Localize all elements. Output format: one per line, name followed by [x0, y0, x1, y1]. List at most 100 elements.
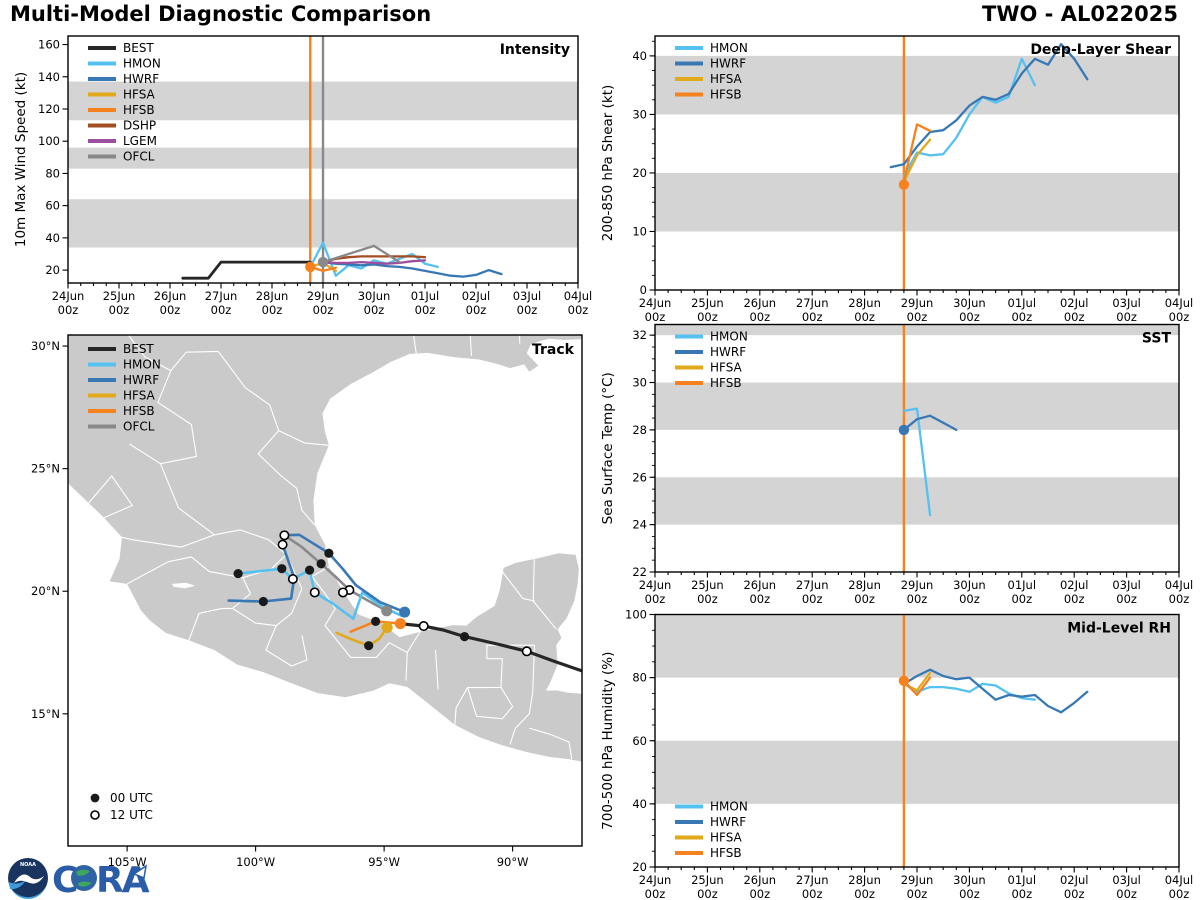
y-tick-label: 10: [632, 224, 647, 238]
y-tick-label: 40: [632, 49, 647, 63]
series-HWRF: [902, 414, 958, 432]
page-title: Multi-Model Diagnostic Comparison: [10, 2, 432, 26]
track-HWRF: [227, 533, 406, 614]
series-HMON: [902, 407, 932, 517]
y-tick-label: 30: [632, 376, 647, 390]
x-tick-label: 28Jun: [848, 873, 881, 887]
x-tick-label: 26Jun: [743, 873, 776, 887]
y-tick-label: 100: [38, 134, 60, 148]
x-tick-label: 03Jul: [1112, 296, 1141, 310]
x-tick-label: 29Jun: [901, 873, 934, 887]
x-tick-label: 25Jun: [103, 289, 136, 303]
legend-label-DSHP: DSHP: [123, 119, 156, 133]
y-tick-label: 30: [632, 107, 647, 121]
admin-border: [509, 692, 534, 745]
x-tick-label: 03Jul: [1112, 578, 1141, 592]
init-marker: [898, 179, 910, 190]
marker-00utc: [364, 641, 374, 651]
utc-legend-label: 12 UTC: [110, 808, 153, 822]
y-axis-label: 200-850 hPa Shear (kt): [600, 85, 616, 242]
legend-label-HFSA: HFSA: [123, 389, 156, 403]
init-marker: [317, 256, 329, 268]
x-tick-sublabel: 00z: [415, 303, 436, 317]
admin-border: [454, 644, 535, 725]
admin-border: [532, 551, 557, 630]
x-tick-label: 02Jul: [462, 289, 491, 303]
y-tick-label: 20: [632, 166, 647, 180]
x-tick-sublabel: 00z: [466, 303, 487, 317]
panel-label: Track: [532, 342, 575, 358]
legend-label-HFSB: HFSB: [710, 376, 742, 390]
legend-label-HFSB: HFSB: [710, 846, 742, 860]
y-tick-label: 20: [45, 263, 60, 277]
panel-label: Intensity: [500, 42, 570, 58]
admin-border: [265, 625, 308, 667]
svg-text:NOAA: NOAA: [20, 862, 36, 868]
x-tick-sublabel: 00z: [697, 887, 718, 900]
x-tick-label: 02Jul: [1060, 578, 1089, 592]
utc-legend-filled-dot: [90, 793, 100, 803]
admin-border: [467, 687, 514, 720]
x-tick-label: 27Jun: [796, 296, 829, 310]
legend-label-HFSA: HFSA: [710, 361, 743, 375]
y-axis-label: 700-500 hPa Humidity (%): [600, 652, 616, 830]
x-tick-sublabel: 00z: [697, 310, 718, 324]
panel-label: Deep-Layer Shear: [1030, 42, 1171, 58]
x-tick-label: 29Jun: [901, 296, 934, 310]
x-tick-label: 28Jun: [256, 289, 289, 303]
x-tick-sublabel: 00z: [1011, 310, 1032, 324]
x-tick-sublabel: 00z: [959, 592, 980, 606]
x-tick-label: 04Jul: [1165, 873, 1194, 887]
utc-legend-open-dot: [90, 810, 100, 820]
init-marker: [898, 424, 910, 436]
panel-label: Mid-Level RH: [1067, 621, 1171, 637]
x-tick-label: 01Jul: [411, 289, 440, 303]
x-tick-label: 27Jun: [205, 289, 238, 303]
x-tick-sublabel: 00z: [959, 310, 980, 324]
intensity-panel: 24Jun00z25Jun00z26Jun00z27Jun00z28Jun00z…: [13, 35, 592, 317]
legend-label-BEST: BEST: [123, 41, 154, 55]
x-tick-label: 25Jun: [691, 873, 724, 887]
shaded-band: [655, 614, 1179, 678]
legend-label-HWRF: HWRF: [710, 57, 746, 71]
x-tick-label: 24Jun: [52, 289, 85, 303]
lake: [172, 582, 196, 589]
shaded-band: [655, 477, 1179, 525]
series-HFSB: [902, 123, 932, 183]
y-tick-label: 60: [45, 199, 60, 213]
map-x-tick-label: 105°W: [108, 855, 147, 869]
legend-label-HFSA: HFSA: [710, 72, 743, 86]
admin-border: [469, 335, 473, 356]
marker-00utc: [459, 631, 470, 642]
x-tick-label: 03Jul: [1112, 873, 1141, 887]
legend-label-HMON: HMON: [710, 330, 748, 344]
y-tick-label: 26: [632, 470, 647, 484]
x-tick-sublabel: 00z: [907, 592, 928, 606]
y-tick-label: 0: [640, 283, 647, 297]
x-tick-label: 29Jun: [901, 578, 934, 592]
series-BEST: [181, 260, 312, 280]
x-tick-label: 01Jul: [1008, 296, 1037, 310]
x-tick-sublabel: 00z: [1011, 887, 1032, 900]
x-tick-sublabel: 00z: [645, 887, 666, 900]
credit-logos: NOAA C RA: [6, 856, 156, 900]
track-HMON: [236, 567, 403, 620]
x-tick-sublabel: 00z: [854, 310, 875, 324]
x-tick-label: 04Jul: [1165, 296, 1194, 310]
x-tick-label: 27Jun: [796, 578, 829, 592]
map-y-tick-label: 25°N: [31, 462, 60, 476]
x-tick-label: 30Jun: [358, 289, 391, 303]
sst-panel: 24Jun00z25Jun00z26Jun00z27Jun00z28Jun00z…: [600, 323, 1193, 606]
rh-panel: 24Jun00z25Jun00z26Jun00z27Jun00z28Jun00z…: [600, 608, 1193, 900]
x-tick-sublabel: 00z: [1064, 592, 1085, 606]
shaded-band: [655, 324, 1179, 336]
y-axis-label: Sea Surface Temp (°C): [600, 372, 616, 524]
x-tick-label: 01Jul: [1008, 578, 1037, 592]
legend-label-HMON: HMON: [123, 57, 161, 71]
map-x-tick-label: 95°W: [368, 855, 400, 869]
legend-label-HFSB: HFSB: [123, 404, 155, 418]
x-tick-sublabel: 00z: [1116, 592, 1137, 606]
marker-00utc: [371, 616, 381, 626]
shaded-band: [655, 172, 1179, 232]
